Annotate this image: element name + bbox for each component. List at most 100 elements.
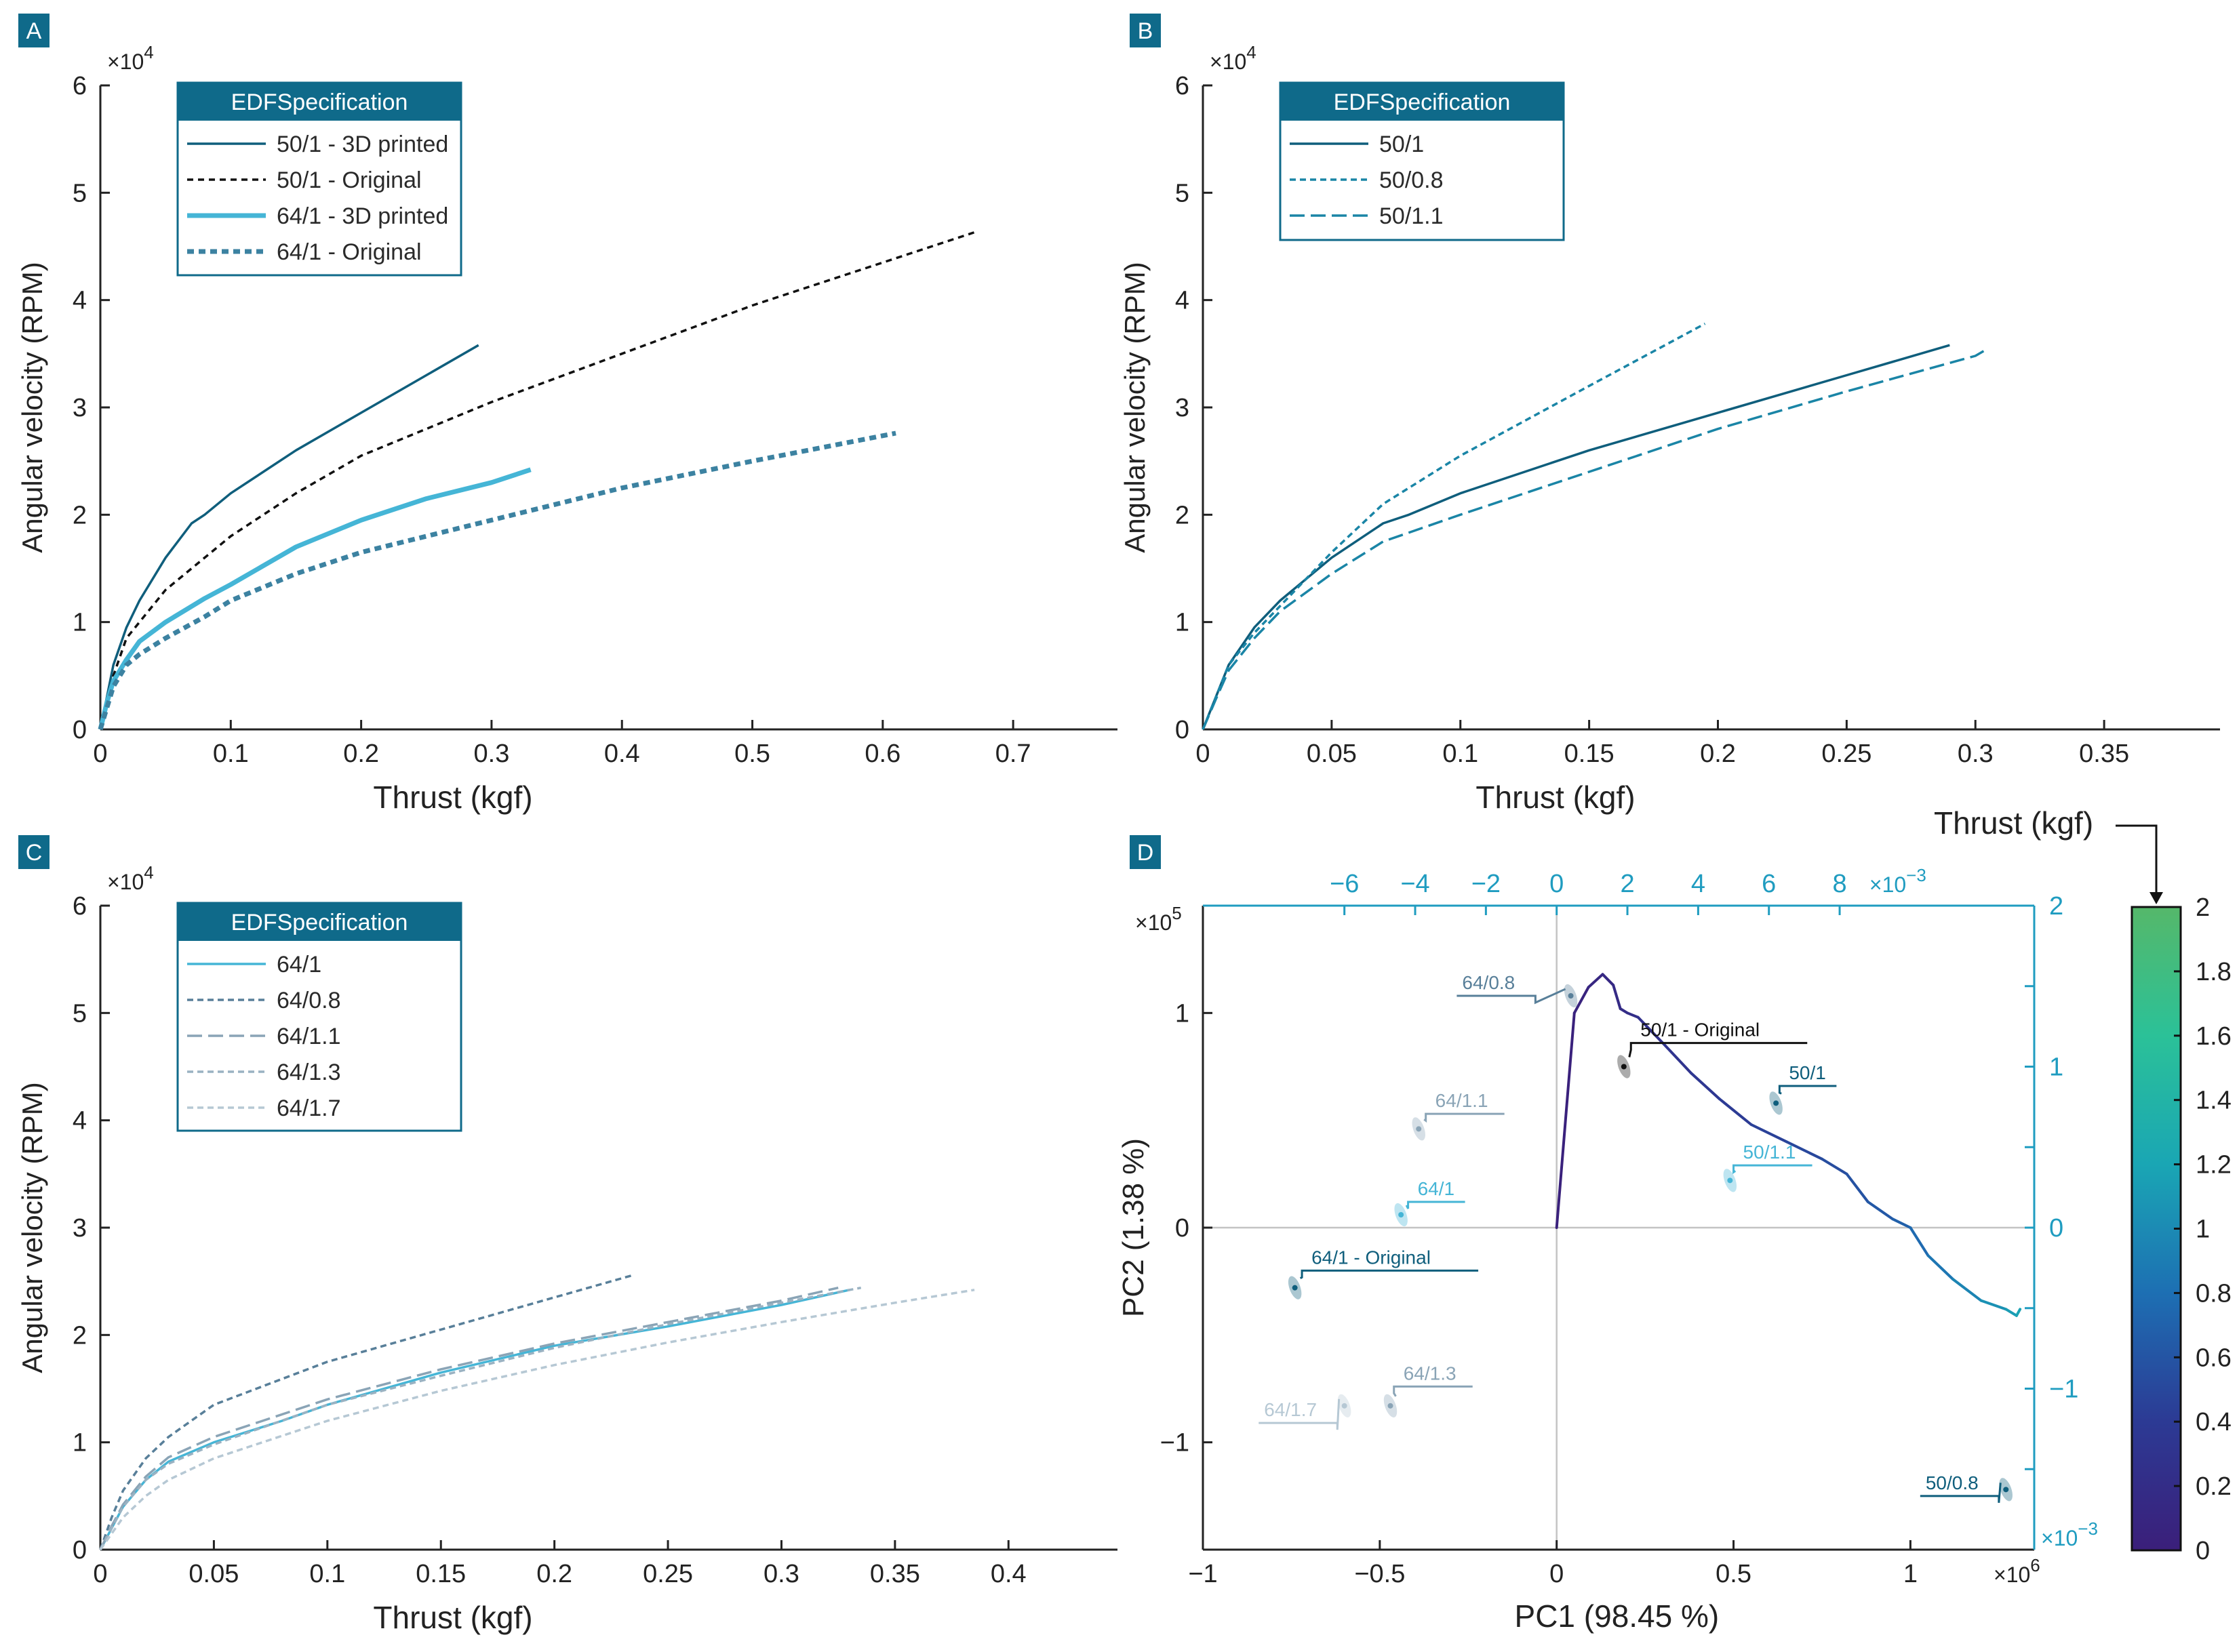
y-tick-label: 4 — [1175, 287, 1189, 315]
trajectory-segment-19 — [1951, 1278, 1983, 1302]
cluster-callout — [1405, 1201, 1465, 1209]
y-multiplier: ×104 — [1210, 42, 1256, 74]
top-multiplier-base: ×10 — [1869, 872, 1906, 897]
trajectory-segment-2 — [1587, 973, 1604, 989]
cluster-9: 50/0.8 — [1920, 1472, 2013, 1503]
y-multiplier: ×105 — [1135, 903, 1182, 935]
trajectory-segment-12 — [1785, 1140, 1823, 1161]
cluster-label: 64/1.1 — [1435, 1090, 1488, 1111]
colorbar-tick-label: 0.6 — [2196, 1344, 2232, 1372]
cluster-label: 50/1 — [1789, 1062, 1826, 1083]
y-tick-label: −1 — [1160, 1429, 1189, 1457]
trajectory-segment-9 — [1689, 1072, 1721, 1100]
x-axis-title: Thrust (kgf) — [373, 1600, 532, 1635]
y-tick-label: 4 — [73, 1107, 87, 1135]
y-multiplier: ×104 — [107, 42, 154, 74]
y-tick-label: 5 — [73, 999, 87, 1028]
colorbar-tick-label: 0.8 — [2196, 1279, 2232, 1308]
trajectory-segment-16 — [1891, 1217, 1912, 1229]
y-tick-label: 0 — [73, 716, 87, 744]
right-tick-label: 0 — [2049, 1214, 2063, 1243]
top-tick-label: 0 — [1549, 870, 1564, 898]
trajectory-segment-14 — [1845, 1172, 1869, 1203]
cluster-callout — [1920, 1483, 2002, 1503]
y-multiplier-base: ×10 — [1210, 49, 1246, 74]
x-tick-label: −1 — [1188, 1560, 1217, 1588]
trajectory-segment-13 — [1820, 1157, 1848, 1175]
x-axis-title: Thrust (kgf) — [1475, 780, 1635, 815]
x-multiplier-exponent: 6 — [2030, 1555, 2040, 1575]
y-tick-label: 6 — [73, 72, 87, 100]
x-tick-label: 0.2 — [536, 1560, 572, 1588]
x-tick-label: 0.5 — [1716, 1560, 1751, 1588]
panel-tag-d — [1130, 835, 1161, 869]
panel-b: B0 0.05 0.1 0.15 0.2 0.25 0.3 0.350123456×104Th… — [1119, 14, 2220, 815]
x-tick-label: 0.2 — [1700, 740, 1736, 768]
x-tick-label: 1 — [1903, 1560, 1918, 1588]
panel-tag-a — [18, 14, 49, 47]
cluster-point — [2003, 1487, 2009, 1493]
top-multiplier-exponent: −3 — [1906, 865, 1926, 885]
x-tick-label: 0.3 — [1958, 740, 1994, 768]
legend-label-2: 64/1.1 — [277, 1024, 341, 1049]
series-line-1 — [1202, 322, 1706, 730]
series-line-0 — [99, 344, 479, 730]
x-tick-label: 0.7 — [995, 740, 1031, 768]
cluster-5: 64/1 — [1394, 1178, 1465, 1227]
x-tick-label: 0.15 — [1564, 740, 1614, 768]
legend-header — [178, 83, 461, 121]
colorbar: 0 0.2 0.4 0.6 0.8 1 1.2 1.4 1.6 1.8 2 Thrust (kgf) — [1934, 805, 2232, 1565]
cluster-point — [1568, 993, 1574, 999]
y-tick-label: 6 — [1175, 72, 1189, 100]
y-tick-label: 2 — [73, 501, 87, 529]
trajectory-segment-8 — [1661, 1041, 1692, 1074]
cluster-2: 50/1 — [1769, 1062, 1837, 1115]
panel-letter-d: D — [1137, 840, 1154, 866]
legend-label-0: 50/1 — [1379, 132, 1424, 157]
trajectory-segment-7 — [1636, 1015, 1665, 1045]
y-tick-label: 0 — [73, 1536, 87, 1565]
panel-c: C 0 0.05 0.1 0.15 0.2 0.25 0.3 0.35 0.4 0 1 2 3 4 5 6 ×10… — [16, 835, 1117, 1635]
colorbar-tick-label: 1 — [2196, 1215, 2210, 1244]
y-tick-label: 0 — [1175, 716, 1189, 744]
y-axis-title: PC2 (1.38 %) — [1117, 1138, 1150, 1317]
cluster-callout — [1393, 1385, 1473, 1397]
legend-label-0: 64/1 — [277, 952, 321, 978]
y-tick-label: 5 — [1175, 179, 1189, 207]
colorbar-bar — [2131, 906, 2182, 1552]
x-tick-label: 0 — [93, 740, 107, 768]
cluster-point — [1341, 1403, 1347, 1409]
series-line-1 — [99, 231, 975, 730]
cluster-callout — [1778, 1085, 1837, 1095]
colorbar-tick-label: 0.2 — [2196, 1472, 2232, 1501]
y-tick-label: 1 — [73, 609, 87, 637]
y-tick-label: 0 — [1175, 1214, 1189, 1243]
legend-label-1: 50/1 - Original — [277, 167, 422, 193]
trajectory-segment-4 — [1612, 984, 1622, 1010]
top-tick-label: −2 — [1471, 870, 1501, 898]
colorbar-tick-label: 1.4 — [2196, 1087, 2232, 1115]
y-tick-label: 1 — [1175, 609, 1189, 637]
panel-d: D−1 −0.5 0 0.5 1−101×106×105−6 −4 −2 0 2 4 6 8 ×10−3… — [1117, 835, 2098, 1634]
legend-label-1: 50/0.8 — [1379, 167, 1444, 193]
x-tick-label: 0.5 — [734, 740, 770, 768]
cluster-label: 64/1 — [1418, 1178, 1455, 1199]
right-multiplier-exponent: −3 — [2078, 1518, 2098, 1539]
x-tick-label: 0.35 — [2079, 740, 2129, 768]
x-tick-label: 0.4 — [991, 1560, 1027, 1588]
legend-header — [178, 903, 461, 941]
colorbar-pointer-arrow — [2149, 892, 2163, 904]
series-line-2 — [1202, 347, 1989, 730]
x-tick-label: 0.3 — [764, 1560, 799, 1588]
cluster-label: 50/0.8 — [1926, 1472, 1979, 1493]
colorbar-tick-label: 2 — [2196, 893, 2210, 922]
x-tick-label: 0 — [93, 1560, 107, 1588]
colorbar-tick-label: 1.8 — [2196, 958, 2232, 986]
trajectory-segment-1 — [1572, 986, 1590, 1015]
cluster-7: 64/1.3 — [1383, 1363, 1473, 1417]
y-axis-title: Angular velocity (RPM) — [16, 1082, 48, 1373]
y-multiplier-exponent: 4 — [144, 42, 153, 62]
legend-title: EDFSpecification — [1334, 89, 1511, 115]
colorbar-tick-label: 0 — [2196, 1537, 2210, 1565]
